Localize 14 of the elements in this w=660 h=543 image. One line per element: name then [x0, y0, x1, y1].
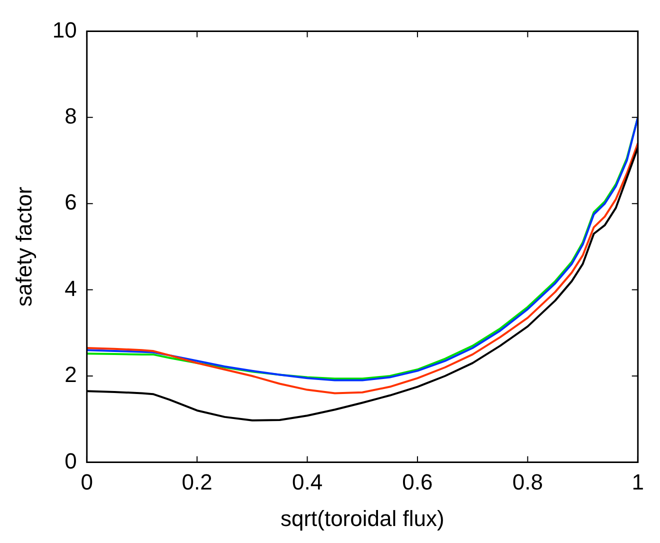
y-tick-label: 10: [52, 17, 77, 42]
x-tick-label: 1: [632, 469, 644, 494]
y-tick-label: 8: [64, 103, 77, 128]
x-tick-label: 0.4: [292, 469, 323, 494]
y-tick-label: 6: [64, 190, 77, 215]
y-tick-label: 0: [64, 448, 77, 474]
x-tick-label: 0.6: [402, 469, 433, 494]
x-tick-label: 0.2: [182, 469, 212, 494]
y-tick-label: 2: [64, 362, 77, 388]
x-axis-title: sqrt(toroidal flux): [280, 506, 444, 531]
x-tick-label: 0: [80, 469, 93, 494]
x-tick-label: 0.8: [512, 469, 543, 494]
y-axis-title: safety factor: [11, 186, 36, 307]
y-tick-label: 4: [64, 276, 77, 301]
